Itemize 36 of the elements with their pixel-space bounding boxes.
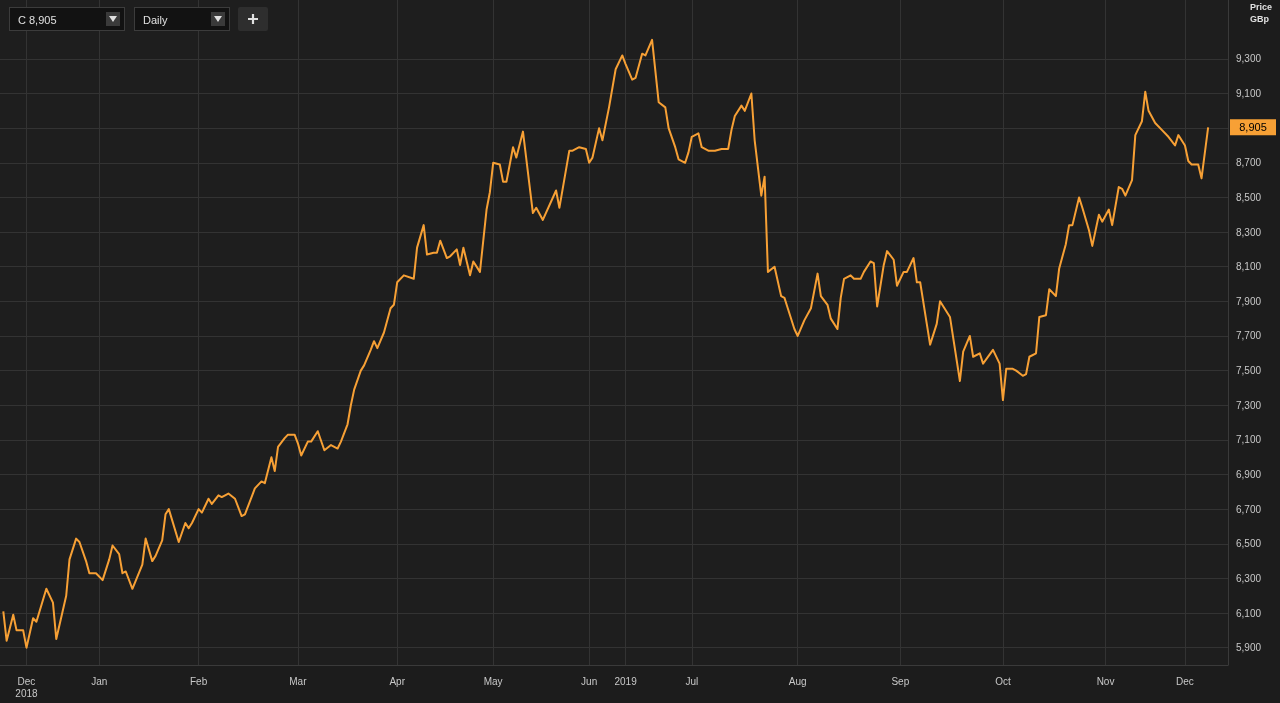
- x-tick-label: Feb: [189, 675, 208, 687]
- y-tick-label: 6,500: [1236, 538, 1262, 550]
- y-tick-label: 9,100: [1236, 88, 1262, 100]
- y-tick-label: 7,300: [1236, 399, 1262, 411]
- y-tick-label: 7,500: [1236, 365, 1262, 377]
- x-tick-label: Jun: [581, 675, 598, 687]
- x-tick-label: Mar: [289, 675, 308, 687]
- y-tick-label: 6,700: [1236, 503, 1262, 515]
- x-tick-label: Nov: [1096, 675, 1115, 687]
- x-tick-label: Dec: [1176, 675, 1194, 687]
- y-tick-label: 7,900: [1236, 295, 1262, 307]
- x-tick-label: 2019: [614, 675, 638, 687]
- x-tick-label: Dec 2018: [15, 675, 39, 699]
- y-tick-label: 9,300: [1236, 53, 1262, 65]
- x-tick-label: Aug: [788, 675, 807, 687]
- y-tick-label: 8,100: [1236, 261, 1262, 273]
- x-tick-label: Sep: [891, 675, 910, 687]
- y-tick-label: 7,100: [1236, 434, 1262, 446]
- y-tick-label: 8,300: [1236, 226, 1262, 238]
- line-series: [2, 38, 1210, 649]
- y-tick-label: 7,700: [1236, 330, 1262, 342]
- x-tick-label: Jan: [91, 675, 108, 687]
- y-axis-title: Price GBp: [1249, 2, 1273, 24]
- annotation: 8,905: [1239, 121, 1267, 134]
- x-tick-label: Jul: [685, 675, 699, 687]
- x-tick-label: Oct: [995, 675, 1011, 687]
- x-tick-label: May: [483, 675, 503, 687]
- x-tick-label: Apr: [389, 675, 406, 687]
- y-tick-label: 8,700: [1236, 157, 1262, 169]
- y-tick-label: 6,100: [1236, 607, 1262, 619]
- y-tick-label: 8,500: [1236, 191, 1262, 203]
- y-tick-label: 6,900: [1236, 469, 1262, 481]
- y-tick-label: 5,900: [1236, 642, 1262, 654]
- dropdown-field: C 8,905: [9, 7, 125, 31]
- y-tick-label: 6,300: [1236, 572, 1262, 584]
- dropdown-field: Daily: [134, 7, 230, 31]
